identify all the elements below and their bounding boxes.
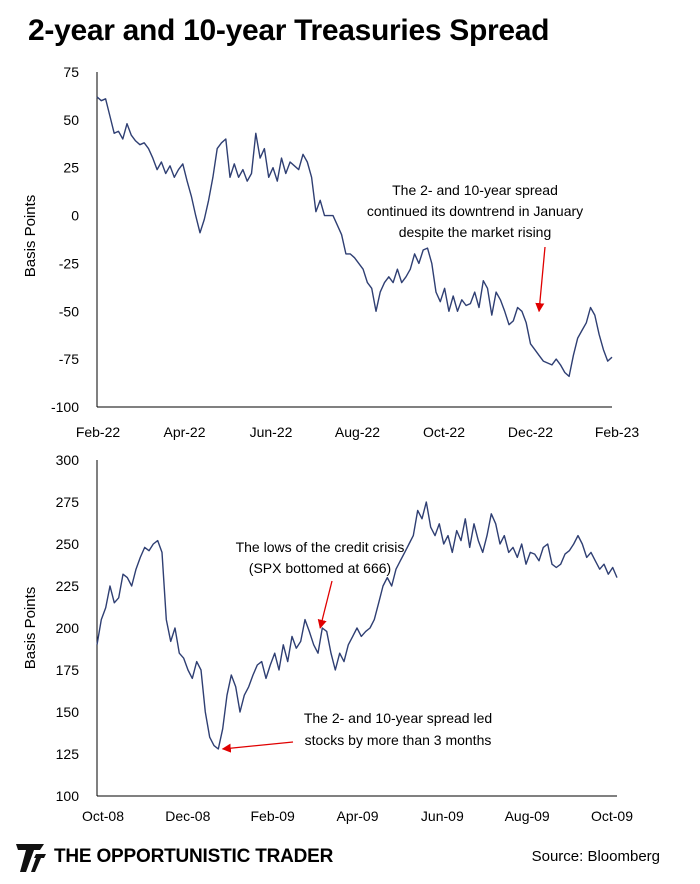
x-tick-label: Feb-23 bbox=[595, 424, 640, 440]
spread-series-line bbox=[96, 501, 618, 750]
x-tick-label: Jun-09 bbox=[421, 808, 464, 824]
y-tick-label: 25 bbox=[63, 160, 79, 176]
y-tick-label: 150 bbox=[56, 704, 80, 720]
x-tick-label: Oct-09 bbox=[591, 808, 633, 824]
y-tick-label: 225 bbox=[56, 578, 80, 594]
annotation-2-arrow bbox=[221, 741, 294, 753]
annotation-1-arrow bbox=[317, 580, 333, 629]
annotation-arrow bbox=[535, 246, 546, 313]
x-tick-label: Feb-09 bbox=[250, 808, 295, 824]
annotation-line-3: despite the market rising bbox=[399, 224, 552, 240]
y-tick-label: 50 bbox=[63, 112, 79, 128]
x-tick-label: Oct-22 bbox=[423, 424, 465, 440]
spread-series-line bbox=[96, 96, 613, 378]
stylized-double-T-logo-icon bbox=[16, 844, 46, 872]
annotation-line-1: The 2- and 10-year spread bbox=[392, 182, 558, 198]
x-tick-label: Apr-22 bbox=[163, 424, 205, 440]
y-axis-label-group: Basis Points bbox=[22, 587, 39, 670]
y-tick-label: 75 bbox=[63, 64, 79, 80]
y-tick-label: -50 bbox=[59, 303, 79, 319]
spread-chart-2022: Basis Points 75 50 25 0 -25 -50 -75 -100 Feb-22… bbox=[22, 64, 640, 440]
page-title: 2-year and 10-year Treasuries Spread bbox=[28, 14, 550, 47]
spread-chart-2008-2009: Basis Points 300 275 250 225 200 175 150 125 100… bbox=[22, 452, 633, 824]
x-tick-label: Jun-22 bbox=[250, 424, 293, 440]
y-tick-label: 275 bbox=[56, 494, 80, 510]
y-tick-label: -75 bbox=[59, 351, 79, 367]
annotation-2-line-1: The 2- and 10-year spread led bbox=[304, 710, 492, 726]
annotation-line-2: continued its downtrend in January bbox=[367, 203, 583, 219]
y-tick-label: 100 bbox=[56, 788, 80, 804]
annotation-1-line-1: The lows of the credit crisis bbox=[236, 539, 405, 555]
y-axis-label: Basis Points bbox=[22, 587, 39, 670]
y-tick-label: -25 bbox=[59, 255, 79, 271]
brand-name: THE OPPORTUNISTIC TRADER bbox=[54, 846, 334, 867]
x-tick-label: Dec-08 bbox=[165, 808, 210, 824]
y-axis-label-group: Basis Points bbox=[22, 195, 39, 278]
annotation-1-line-2: (SPX bottomed at 666) bbox=[249, 560, 391, 576]
x-tick-label: Aug-09 bbox=[505, 808, 550, 824]
footer: THE OPPORTUNISTIC TRADER Source: Bloombe… bbox=[0, 838, 700, 878]
y-tick-label: 0 bbox=[71, 208, 79, 224]
y-tick-label: 250 bbox=[56, 536, 80, 552]
y-tick-label: -100 bbox=[51, 399, 79, 415]
x-tick-label: Dec-22 bbox=[508, 424, 553, 440]
y-axis-label: Basis Points bbox=[22, 195, 39, 278]
y-tick-label: 175 bbox=[56, 662, 80, 678]
annotation-2-line-2: stocks by more than 3 months bbox=[305, 732, 492, 748]
x-tick-label: Apr-09 bbox=[336, 808, 378, 824]
y-tick-label: 200 bbox=[56, 620, 80, 636]
x-tick-label: Feb-22 bbox=[76, 424, 121, 440]
source-note: Source: Bloomberg bbox=[531, 848, 660, 865]
x-tick-label: Oct-08 bbox=[82, 808, 124, 824]
y-tick-label: 125 bbox=[56, 746, 80, 762]
x-tick-label: Aug-22 bbox=[335, 424, 380, 440]
y-tick-label: 300 bbox=[56, 452, 80, 468]
